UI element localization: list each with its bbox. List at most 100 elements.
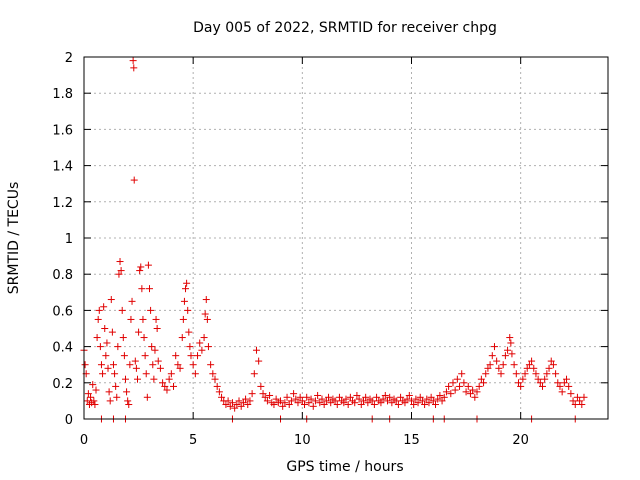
- data-point: [379, 395, 387, 403]
- data-point: [495, 364, 503, 372]
- data-point: [397, 393, 405, 401]
- data-point: [121, 375, 129, 383]
- data-point: [536, 379, 544, 387]
- y-tick-label: 2: [65, 51, 73, 66]
- data-point: [97, 361, 105, 369]
- data-point: [90, 397, 98, 405]
- data-point: [207, 361, 215, 369]
- data-point: [198, 346, 206, 354]
- data-point: [359, 397, 367, 405]
- data-point: [120, 352, 128, 360]
- y-tick-label: 0.6: [52, 304, 73, 319]
- data-point: [554, 379, 562, 387]
- data-point: [545, 364, 553, 372]
- data-point: [244, 401, 252, 409]
- data-point: [202, 296, 210, 304]
- data-point: [242, 395, 250, 403]
- data-point: [346, 393, 354, 401]
- x-tick-label: 10: [294, 433, 311, 448]
- data-point: [429, 397, 437, 405]
- grid-lines: [84, 57, 608, 419]
- data-point: [558, 388, 566, 396]
- data-point: [218, 393, 226, 401]
- data-point: [386, 393, 394, 401]
- data-point: [233, 401, 241, 409]
- y-tick-label: 0.2: [52, 377, 73, 392]
- data-point: [137, 263, 145, 271]
- data-point: [519, 375, 527, 383]
- data-point: [179, 315, 187, 323]
- data-point: [460, 379, 468, 387]
- data-point: [95, 306, 103, 314]
- data-point: [143, 393, 151, 401]
- data-point: [534, 375, 542, 383]
- data-point: [296, 393, 304, 401]
- data-point: [412, 395, 420, 403]
- data-point: [263, 397, 271, 405]
- y-tick-label: 0: [65, 413, 73, 428]
- data-point: [292, 395, 300, 403]
- data-point: [163, 386, 171, 394]
- x-tick-label: 0: [80, 433, 88, 448]
- data-point: [357, 401, 365, 409]
- data-point: [506, 334, 514, 342]
- data-point: [231, 404, 239, 412]
- data-point: [423, 395, 431, 403]
- data-point: [135, 328, 143, 336]
- data-point: [100, 303, 108, 311]
- data-point: [270, 401, 278, 409]
- data-point: [287, 397, 295, 405]
- data-point: [571, 401, 579, 409]
- y-tick-label: 0.8: [52, 268, 73, 283]
- data-point: [514, 379, 522, 387]
- data-point: [377, 399, 385, 407]
- data-point: [552, 370, 560, 378]
- data-point: [523, 364, 531, 372]
- data-point: [228, 399, 236, 407]
- data-point: [414, 399, 422, 407]
- data-point: [333, 401, 341, 409]
- data-point: [373, 393, 381, 401]
- data-point: [172, 352, 180, 360]
- data-point: [388, 399, 396, 407]
- data-point: [401, 399, 409, 407]
- data-point: [368, 397, 376, 405]
- data-point: [290, 390, 298, 398]
- data-point: [508, 350, 516, 358]
- data-point: [285, 401, 293, 409]
- data-point: [525, 361, 533, 369]
- data-point: [449, 379, 457, 387]
- data-point: [272, 395, 280, 403]
- data-point: [512, 370, 520, 378]
- data-point: [130, 176, 138, 184]
- data-point: [442, 388, 450, 396]
- data-point: [106, 397, 114, 405]
- data-point: [84, 390, 92, 398]
- data-point: [517, 382, 525, 390]
- data-point: [153, 325, 161, 332]
- data-point: [146, 285, 153, 293]
- data-point: [176, 364, 184, 372]
- data-point: [580, 393, 588, 401]
- data-point: [477, 375, 485, 383]
- data-point: [129, 57, 137, 65]
- data-point: [549, 361, 557, 369]
- data-point: [573, 393, 581, 401]
- data-point: [392, 397, 400, 405]
- data-point: [178, 334, 186, 342]
- data-point: [125, 401, 133, 409]
- data-point: [311, 397, 319, 405]
- data-point: [126, 361, 134, 369]
- data-point: [174, 361, 182, 369]
- data-point: [462, 388, 470, 396]
- data-point: [344, 401, 352, 409]
- data-point: [96, 343, 104, 351]
- data-point: [113, 393, 121, 401]
- data-point: [89, 381, 97, 389]
- y-axis-ticks: 0 0.2 0.4 0.6 0.8 1 1.2 1.4 1.6 1.8 2: [52, 51, 608, 428]
- data-point: [451, 386, 459, 394]
- data-point: [109, 361, 117, 369]
- data-point: [132, 364, 140, 372]
- data-point: [471, 393, 479, 401]
- y-tick-label: 1.6: [52, 123, 73, 138]
